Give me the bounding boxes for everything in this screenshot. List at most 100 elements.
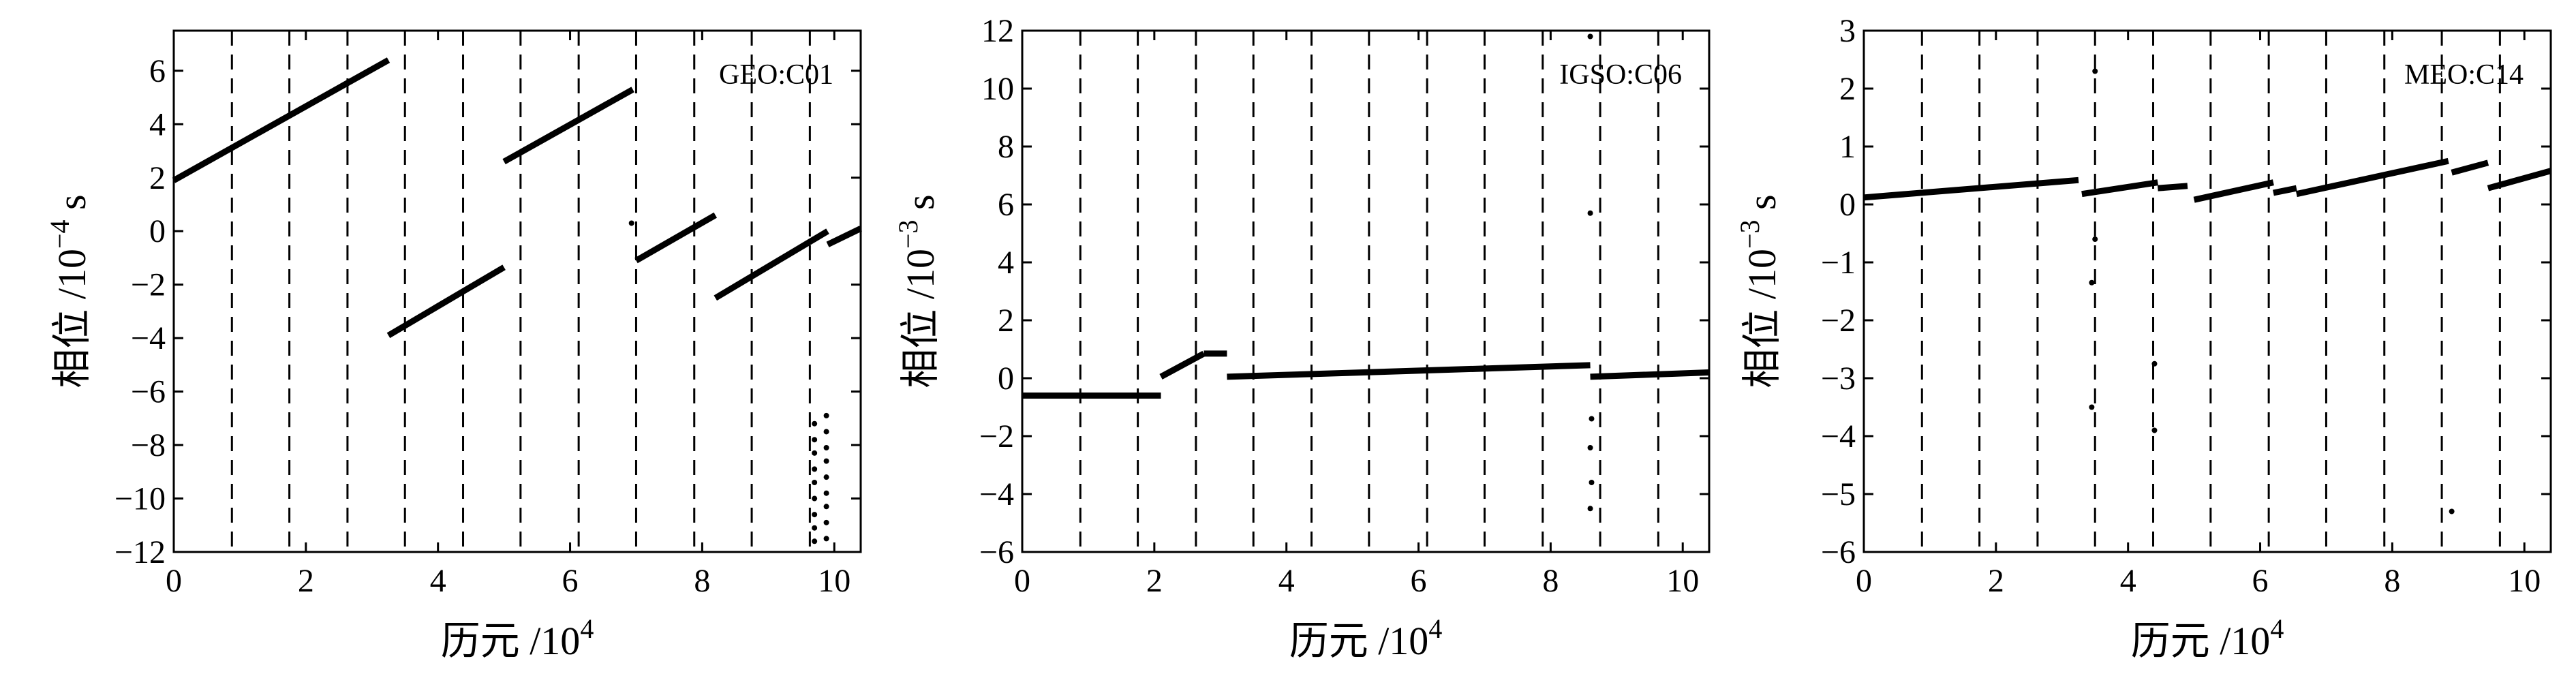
y-tick-label: −6 — [131, 374, 166, 410]
data-series-segment — [1227, 362, 1591, 380]
data-point — [2092, 68, 2098, 74]
axes-frame — [1021, 29, 1711, 553]
data-point — [823, 519, 829, 525]
x-tick-label: 2 — [1988, 563, 2004, 599]
y-tick-label: 2 — [998, 303, 1014, 339]
x-tick-label: 2 — [1146, 563, 1163, 599]
data-point — [812, 538, 818, 544]
data-point — [2092, 236, 2098, 242]
data-point — [1587, 506, 1593, 512]
data-series-segment — [826, 226, 862, 247]
y-tick-label: 2 — [1839, 71, 1856, 107]
data-point — [823, 412, 829, 418]
y-tick-label: −4 — [979, 476, 1014, 512]
y-tick-label: 1 — [1839, 129, 1856, 165]
y-tick-label: −12 — [114, 534, 166, 570]
chart-igso-c06: 0 2 4 6 8 10 −6 −4 −2 0 2 4 6 8 10 12 IGSO:C06 历元 /104 相位 … — [893, 13, 1711, 663]
y-tick-label: −2 — [131, 267, 166, 303]
data-series-segment — [2295, 157, 2449, 198]
y-tick-label: 3 — [1839, 13, 1856, 49]
data-point — [823, 429, 829, 435]
panel-annotation: GEO:C01 — [719, 59, 833, 91]
y-tick-label: 0 — [149, 213, 166, 249]
x-tick-label: 6 — [2252, 563, 2269, 599]
y-tick-label: 12 — [981, 13, 1014, 49]
data-point — [823, 474, 829, 480]
y-tick-label: 0 — [1839, 187, 1856, 223]
data-series-segment — [2081, 179, 2158, 198]
data-series-segment — [2273, 185, 2297, 196]
y-tick-label: −6 — [979, 534, 1014, 570]
x-tick-label: 10 — [1666, 563, 1699, 599]
data-point — [1587, 445, 1593, 450]
x-tick-label: 0 — [1856, 563, 1872, 599]
y-tick-label: −6 — [1821, 534, 1856, 570]
x-tick-label: 4 — [2120, 563, 2136, 599]
data-point — [823, 504, 829, 510]
data-point — [823, 490, 829, 496]
y-tick-label: −10 — [114, 481, 166, 517]
y-tick-label: −1 — [1821, 245, 1856, 281]
x-tick-label: 10 — [2508, 563, 2541, 599]
data-point — [1589, 480, 1595, 485]
y-tick-label: 0 — [998, 360, 1014, 397]
data-point — [823, 536, 829, 542]
y-tick-label: −5 — [1821, 476, 1856, 512]
data-series-segment — [172, 57, 390, 183]
x-tick-label: 0 — [166, 563, 182, 599]
y-tick-label: −4 — [131, 320, 166, 356]
panel-annotation: MEO:C14 — [2404, 59, 2524, 91]
data-point — [628, 220, 634, 226]
y-tick-label: −2 — [979, 418, 1014, 455]
x-axis-label: 历元 /104 — [1289, 613, 1443, 663]
chart-geo-c01: 0 2 4 6 8 10 −12 −10 −8 −6 −4 −2 0 2 4 6 GEO:C01 历元 /104 相… — [44, 29, 862, 663]
y-tick-label: −8 — [131, 427, 166, 463]
data-point — [812, 480, 818, 485]
data-series-segment — [1159, 350, 1206, 380]
x-tick-label: 0 — [1014, 563, 1030, 599]
data-series-segment — [2451, 159, 2489, 176]
data-point — [2151, 360, 2158, 367]
y-tick-label: 2 — [149, 160, 166, 196]
x-tick-label: 10 — [818, 563, 850, 599]
data-point — [823, 445, 829, 450]
data-point — [1589, 416, 1595, 422]
x-axis-label: 历元 /104 — [441, 613, 594, 663]
data-series-segment — [2157, 183, 2188, 191]
y-tick-label: −2 — [1821, 303, 1856, 339]
data-point — [2449, 508, 2455, 514]
data-series-segment — [1863, 176, 2079, 201]
data-point — [812, 495, 818, 502]
x-tick-label: 8 — [2384, 563, 2400, 599]
x-tick-label: 8 — [694, 563, 710, 599]
y-tick-label: 6 — [998, 187, 1014, 223]
data-point — [2151, 427, 2158, 433]
x-tick-label: 6 — [562, 563, 579, 599]
data-series-segment — [1590, 369, 1710, 380]
data-series-segment — [386, 264, 506, 339]
y-tick-label: 4 — [149, 106, 166, 142]
x-tick-label: 4 — [430, 563, 446, 599]
x-tick-label: 4 — [1278, 563, 1295, 599]
data-series-segment — [2193, 179, 2274, 203]
data-point — [2089, 279, 2095, 286]
x-axis-label: 历元 /104 — [2131, 613, 2284, 663]
data-point — [2089, 404, 2095, 410]
data-point — [812, 437, 818, 443]
data-point — [812, 420, 818, 427]
data-point — [812, 525, 818, 531]
y-tick-label: −4 — [1821, 418, 1856, 455]
data-series-segment — [634, 212, 718, 264]
data-point — [812, 466, 818, 472]
axes-frame — [172, 29, 862, 553]
data-point — [1587, 33, 1593, 40]
data-series-segment — [714, 228, 829, 301]
axes-frame — [1862, 29, 2552, 553]
y-tick-label: 10 — [981, 71, 1014, 107]
data-series-segment — [502, 87, 634, 165]
data-point — [823, 458, 829, 464]
panel-annotation: IGSO:C06 — [1559, 59, 1682, 91]
x-tick-label: 6 — [1411, 563, 1427, 599]
y-tick-label: 8 — [998, 129, 1014, 165]
